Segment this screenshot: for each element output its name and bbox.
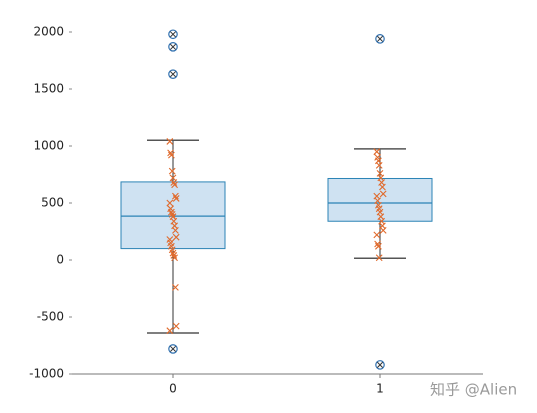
outlier-cross	[377, 361, 383, 368]
data-point	[172, 192, 179, 200]
data-point	[379, 190, 387, 198]
data-point	[172, 195, 180, 202]
data-point	[170, 179, 178, 186]
data-point	[166, 199, 174, 207]
outlier	[375, 360, 385, 370]
outlier	[168, 42, 178, 52]
data-point	[171, 254, 178, 262]
outlier	[168, 344, 178, 354]
watermark: 知乎 @Alien	[430, 381, 517, 399]
outlier-ring	[375, 360, 385, 370]
data-point	[168, 208, 175, 216]
data-point	[168, 151, 175, 159]
y-tick-label: 1500	[33, 82, 64, 96]
data-point	[373, 148, 381, 156]
data-point	[379, 183, 386, 191]
y-tick-label: 2000	[33, 25, 64, 39]
data-point	[172, 226, 179, 234]
outlier-cross	[170, 71, 176, 78]
outlier	[375, 34, 385, 44]
outlier	[168, 69, 178, 79]
y-tick-label: -1000	[29, 367, 64, 381]
data-point	[172, 283, 179, 291]
outlier-cross	[170, 43, 176, 50]
data-point	[167, 149, 174, 157]
outlier-cross	[170, 31, 176, 38]
outlier-ring	[168, 42, 178, 52]
data-point	[166, 138, 174, 145]
outlier-ring	[168, 29, 178, 40]
data-point	[374, 240, 381, 248]
y-tick-label: 1000	[33, 139, 64, 153]
y-tick-label: -500	[37, 310, 64, 324]
data-point	[375, 242, 382, 250]
data-point	[379, 226, 387, 234]
data-point	[373, 231, 381, 239]
outlier-ring	[168, 344, 178, 354]
data-point	[169, 249, 177, 257]
data-point	[172, 233, 180, 241]
x-tick-label: 1	[376, 382, 384, 396]
box	[327, 177, 433, 222]
y-tick-label: 0	[56, 253, 64, 267]
outlier	[168, 29, 178, 40]
data-point	[375, 254, 383, 262]
outlier-cross	[170, 345, 176, 352]
data-point	[168, 167, 176, 175]
data-point	[168, 211, 176, 218]
outlier-cross	[377, 35, 383, 42]
data-point	[375, 161, 383, 169]
data-point	[171, 181, 178, 189]
data-point	[172, 322, 180, 330]
outlier-ring	[375, 34, 385, 44]
data-point	[166, 327, 174, 335]
y-tick-label: 500	[41, 196, 64, 210]
outlier-ring	[168, 69, 178, 79]
x-tick-label: 0	[169, 382, 177, 396]
data-point	[170, 252, 178, 259]
